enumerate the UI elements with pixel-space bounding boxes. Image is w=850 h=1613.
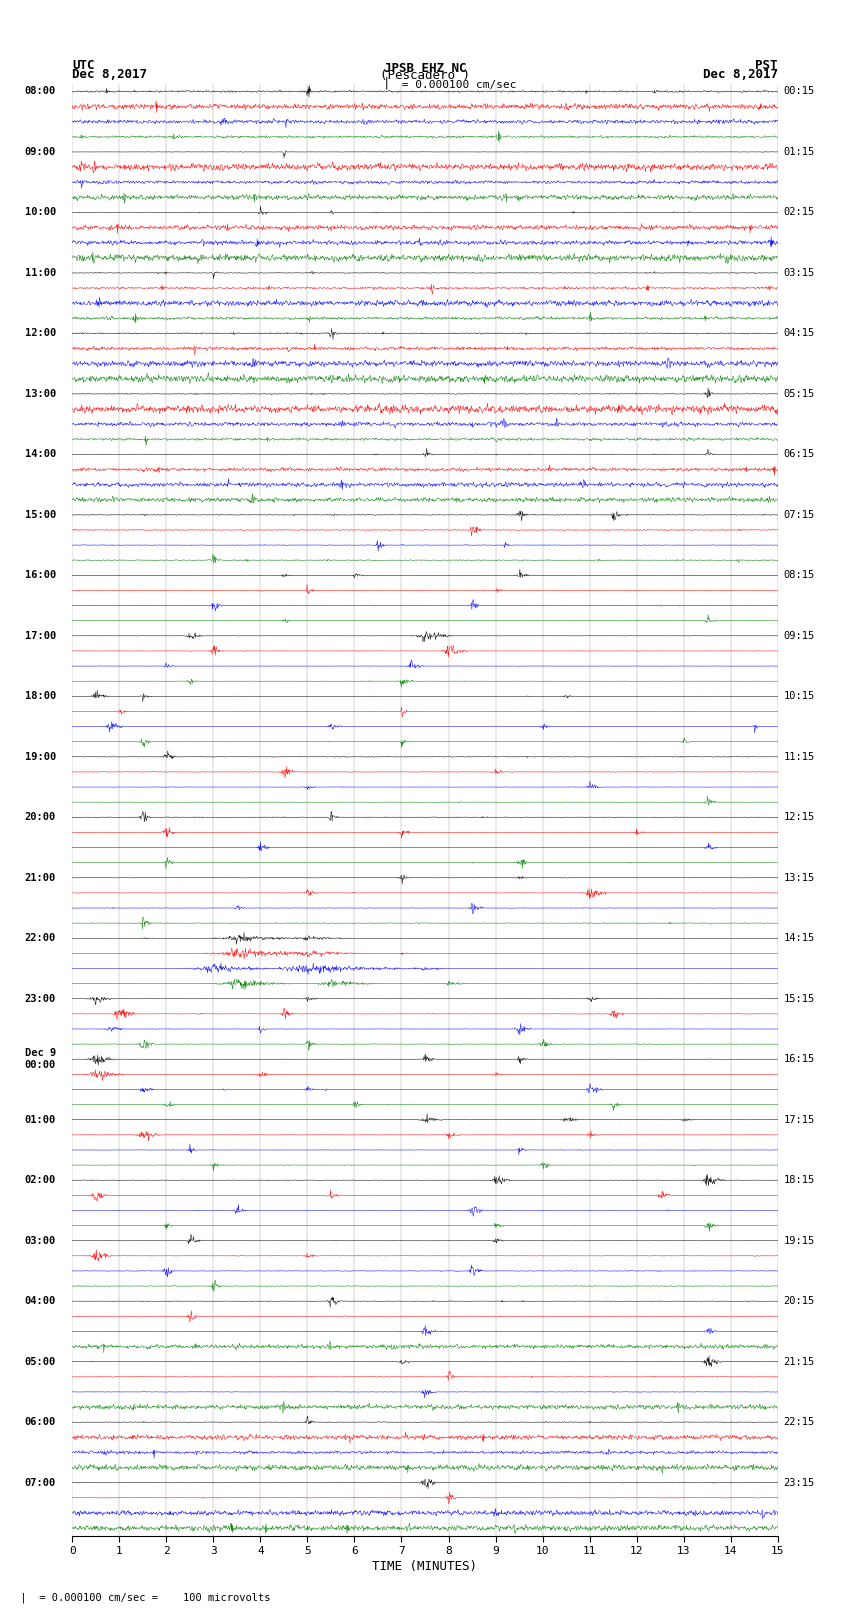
Text: 06:15: 06:15: [784, 450, 814, 460]
Text: 15:00: 15:00: [25, 510, 56, 519]
Text: 01:00: 01:00: [25, 1115, 56, 1124]
Text: 17:00: 17:00: [25, 631, 56, 640]
Text: 22:15: 22:15: [784, 1418, 814, 1428]
Text: 11:00: 11:00: [25, 268, 56, 277]
Text: 05:15: 05:15: [784, 389, 814, 398]
Text: UTC: UTC: [72, 58, 94, 71]
Text: 07:15: 07:15: [784, 510, 814, 519]
Text: 20:00: 20:00: [25, 813, 56, 823]
Text: 21:00: 21:00: [25, 873, 56, 882]
Text: 00:15: 00:15: [784, 87, 814, 97]
Text: 13:15: 13:15: [784, 873, 814, 882]
Text: (Pescadero ): (Pescadero ): [380, 69, 470, 82]
Text: 06:00: 06:00: [25, 1418, 56, 1428]
Text: 13:00: 13:00: [25, 389, 56, 398]
Text: 16:00: 16:00: [25, 571, 56, 581]
Text: 10:15: 10:15: [784, 692, 814, 702]
Text: 09:00: 09:00: [25, 147, 56, 156]
Text: 08:15: 08:15: [784, 571, 814, 581]
Text: 15:15: 15:15: [784, 994, 814, 1003]
Text: 07:00: 07:00: [25, 1478, 56, 1487]
Text: 22:00: 22:00: [25, 934, 56, 944]
Text: Dec 9
00:00: Dec 9 00:00: [25, 1048, 56, 1069]
Text: 04:00: 04:00: [25, 1297, 56, 1307]
Text: 21:15: 21:15: [784, 1357, 814, 1366]
Text: 19:00: 19:00: [25, 752, 56, 761]
Text: 02:00: 02:00: [25, 1176, 56, 1186]
Text: JPSB EHZ NC: JPSB EHZ NC: [383, 61, 467, 76]
Text: = 0.000100 cm/sec: = 0.000100 cm/sec: [395, 79, 517, 90]
Text: 01:15: 01:15: [784, 147, 814, 156]
Text: 12:15: 12:15: [784, 813, 814, 823]
Text: Dec 8,2017: Dec 8,2017: [72, 68, 147, 81]
X-axis label: TIME (MINUTES): TIME (MINUTES): [372, 1560, 478, 1573]
Text: 18:15: 18:15: [784, 1176, 814, 1186]
Text: 10:00: 10:00: [25, 208, 56, 218]
Text: 08:00: 08:00: [25, 87, 56, 97]
Text: 14:00: 14:00: [25, 450, 56, 460]
Text: 17:15: 17:15: [784, 1115, 814, 1124]
Text: Dec 8,2017: Dec 8,2017: [703, 68, 778, 81]
Text: 05:00: 05:00: [25, 1357, 56, 1366]
Text: 14:15: 14:15: [784, 934, 814, 944]
Text: 03:15: 03:15: [784, 268, 814, 277]
Text: 20:15: 20:15: [784, 1297, 814, 1307]
Text: PST: PST: [756, 58, 778, 71]
Text: 04:15: 04:15: [784, 329, 814, 339]
Text: 12:00: 12:00: [25, 329, 56, 339]
Text: 19:15: 19:15: [784, 1236, 814, 1245]
Text: |  = 0.000100 cm/sec =    100 microvolts: | = 0.000100 cm/sec = 100 microvolts: [8, 1592, 271, 1603]
Text: 23:00: 23:00: [25, 994, 56, 1003]
Text: 23:15: 23:15: [784, 1478, 814, 1487]
Text: 02:15: 02:15: [784, 208, 814, 218]
Text: 18:00: 18:00: [25, 692, 56, 702]
Text: 11:15: 11:15: [784, 752, 814, 761]
Text: |: |: [383, 76, 390, 90]
Text: 09:15: 09:15: [784, 631, 814, 640]
Text: 16:15: 16:15: [784, 1055, 814, 1065]
Text: 03:00: 03:00: [25, 1236, 56, 1245]
